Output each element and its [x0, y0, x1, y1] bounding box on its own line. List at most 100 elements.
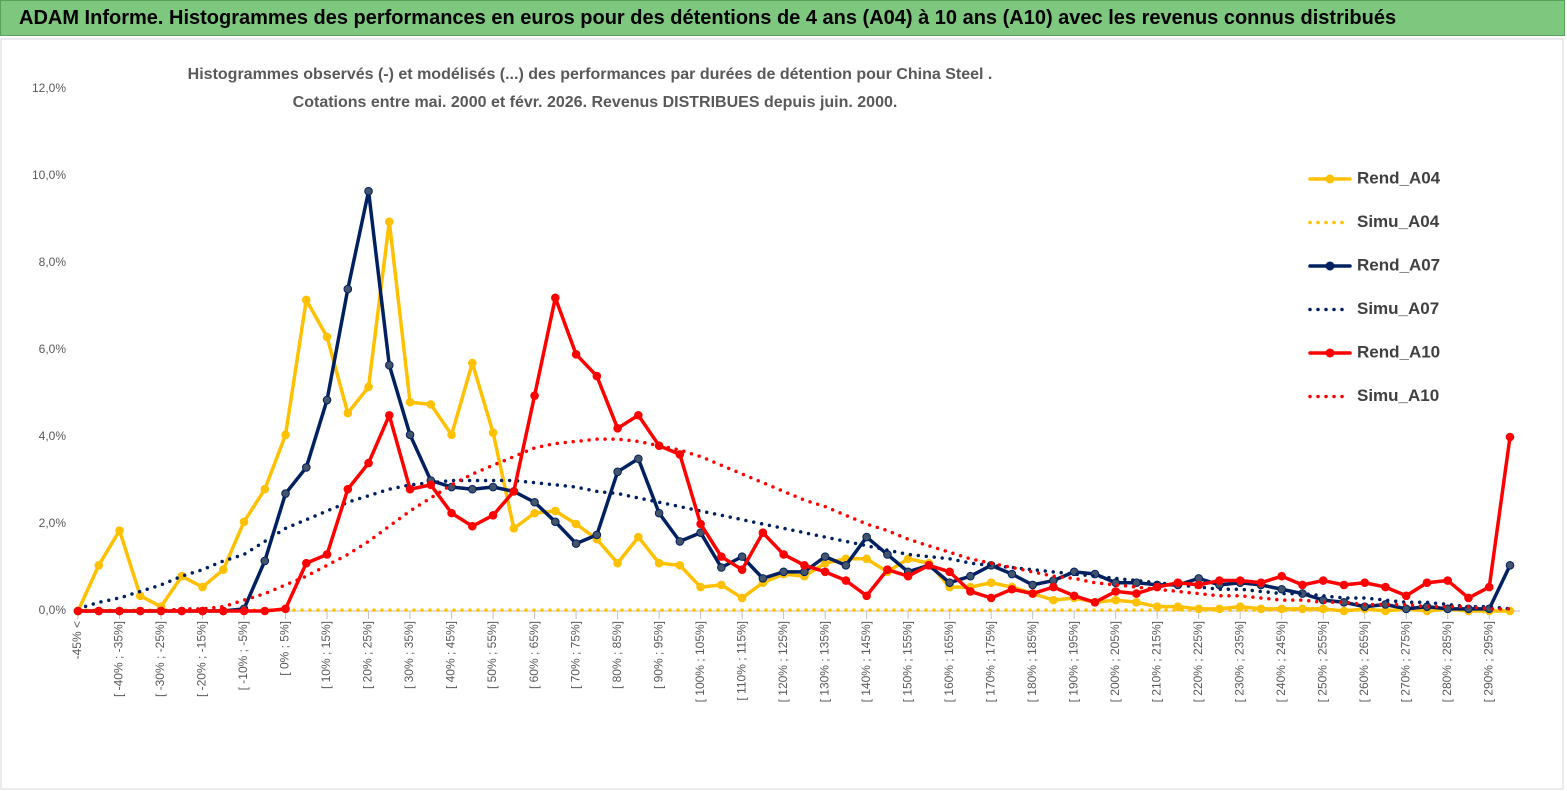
data-point [405, 430, 415, 440]
legend-label: Rend_A10 [1357, 342, 1440, 361]
data-point [1111, 587, 1120, 596]
data-point [1401, 591, 1411, 601]
data-point [654, 508, 664, 518]
x-tick-label: [ 200% ; 205%] [1108, 621, 1122, 702]
data-point [903, 554, 913, 564]
data-point [1505, 561, 1515, 570]
data-point [364, 186, 373, 196]
y-tick-label: 10,0% [32, 168, 66, 182]
data-point [862, 554, 871, 564]
data-point [322, 550, 332, 559]
data-point [717, 552, 726, 561]
data-point [758, 574, 768, 583]
data-point [509, 524, 519, 533]
data-point [571, 539, 581, 548]
data-point [613, 467, 622, 477]
data-point [343, 408, 353, 418]
data-point [364, 458, 373, 468]
x-tick-label: [ 50% ; 55%] [485, 621, 499, 689]
x-tick-label: [ 210% ; 215%] [1149, 621, 1163, 702]
data-point [1028, 580, 1037, 590]
legend-marker [1325, 261, 1335, 271]
data-point [1298, 580, 1307, 590]
data-point [405, 397, 415, 407]
x-tick-label: [ 70% ; 75%] [568, 621, 582, 689]
data-point [986, 593, 996, 603]
data-line [76, 219, 1512, 613]
x-tick-label: [ 250% ; 255%] [1315, 621, 1329, 702]
x-tick-label: [ 20% ; 25%] [361, 621, 375, 689]
data-point [551, 293, 560, 303]
data-point [385, 360, 394, 370]
data-point [800, 561, 809, 570]
data-point [509, 487, 519, 496]
legend-marker [1325, 348, 1335, 358]
data-point [1090, 598, 1100, 607]
data-point [1401, 604, 1411, 614]
data-point [862, 532, 871, 542]
data-point [966, 571, 975, 581]
x-tick-label: [ 240% ; 245%] [1274, 621, 1288, 702]
data-point [820, 552, 830, 561]
y-tick-label: 6,0% [39, 342, 67, 356]
data-point [1132, 578, 1141, 588]
data-point [634, 454, 643, 464]
y-tick-label: 12,0% [32, 81, 66, 95]
y-tick-label: 8,0% [39, 255, 67, 269]
data-point [966, 587, 975, 596]
data-point [1318, 576, 1328, 585]
x-tick-label: [ 90% ; 95%] [651, 621, 665, 689]
data-point [883, 550, 892, 559]
data-point [322, 395, 332, 405]
data-point [717, 563, 726, 572]
x-tick-label: [ -30% ; -25%] [153, 621, 167, 697]
data-point [1422, 578, 1432, 588]
data-line [76, 296, 1512, 613]
data-point [779, 567, 788, 577]
x-tick-label: [ 30% ; 35%] [402, 621, 416, 689]
data-point [592, 530, 602, 540]
chart-title: Histogrammes observés (-) et modélisés (… [188, 66, 993, 83]
data-point [551, 517, 560, 527]
data-point [115, 526, 124, 535]
x-tick-label: [ 40% ; 45%] [444, 621, 458, 689]
x-tick-label: [ 260% ; 265%] [1357, 621, 1371, 702]
data-point [385, 410, 394, 420]
data-point [903, 571, 913, 581]
data-point [488, 428, 498, 437]
data-point [530, 497, 539, 507]
x-tick-label: [ 220% ; 225%] [1191, 621, 1205, 702]
chart-frame [0, 38, 1564, 790]
x-tick-label: [ -10% ; -5%] [236, 621, 250, 690]
data-point [883, 565, 892, 574]
data-point [862, 591, 871, 601]
data-point [281, 604, 290, 614]
data-point [1235, 576, 1245, 585]
data-point [1132, 589, 1141, 598]
data-point [737, 552, 747, 561]
x-tick-label: [ 60% ; 65%] [527, 621, 541, 689]
data-point [405, 484, 415, 494]
data-point [696, 519, 705, 529]
data-point [447, 430, 456, 440]
x-tick-label: [ 100% ; 105%] [693, 621, 707, 702]
x-tick-label: [ -20% ; -15%] [195, 621, 209, 697]
data-point [1277, 571, 1287, 581]
model-line [76, 478, 1512, 611]
x-tick-label: [ 160% ; 165%] [942, 621, 956, 702]
x-tick-label: [ 10% ; 15%] [319, 621, 333, 689]
data-point [1173, 578, 1183, 588]
data-point [488, 482, 498, 492]
data-point [1173, 602, 1183, 611]
data-point [841, 576, 851, 585]
data-point [281, 489, 290, 498]
x-tick-label: [ 290% ; 295%] [1481, 621, 1495, 702]
data-point [94, 561, 104, 570]
data-point [675, 561, 685, 570]
data-point [1443, 576, 1453, 585]
data-point [1111, 595, 1120, 605]
data-point [675, 537, 685, 546]
data-point [301, 558, 311, 568]
x-tick-label: [ -40% ; -35%] [112, 621, 126, 697]
data-point [758, 528, 768, 538]
